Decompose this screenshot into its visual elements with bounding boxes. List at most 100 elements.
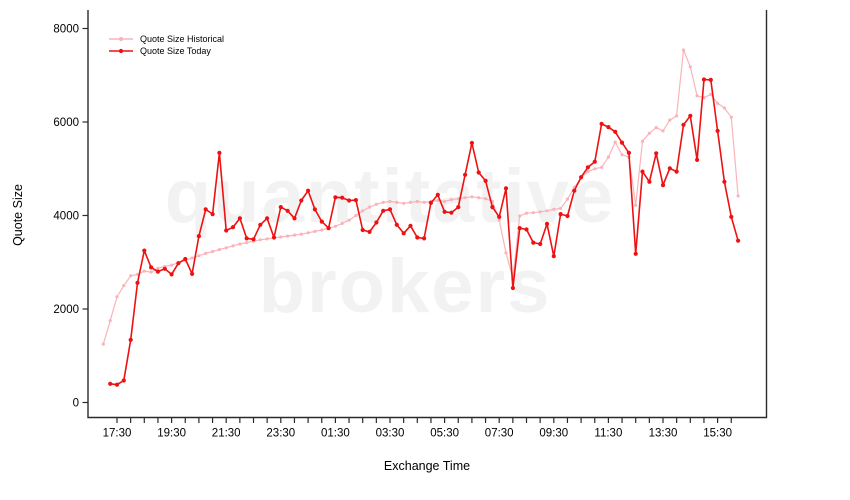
data-point (415, 199, 419, 204)
data-point (238, 242, 242, 246)
x-tick-label: 15:30 (703, 428, 732, 440)
data-point (435, 192, 440, 197)
data-point (654, 126, 658, 130)
axes: 0 2000 4000 6000 8000 17:30 19:30 21:30 23:30 01:… (53, 10, 768, 440)
x-tick-label: 11:30 (594, 428, 622, 440)
data-point (101, 342, 105, 346)
data-point (599, 121, 604, 126)
data-point (224, 228, 229, 233)
data-point (156, 266, 160, 270)
data-point (340, 221, 344, 225)
data-point (449, 198, 453, 202)
data-point (484, 197, 488, 201)
data-point (592, 159, 597, 164)
data-point (675, 114, 679, 118)
data-point (217, 248, 221, 252)
data-point (518, 214, 522, 218)
x-axis-title: Exchange Time (384, 459, 470, 473)
data-point (524, 211, 529, 215)
data-point (367, 229, 372, 234)
data-point (265, 216, 270, 221)
data-point (387, 207, 393, 212)
data-point (681, 122, 686, 127)
data-point (169, 272, 174, 277)
x-tick-label: 09:30 (539, 428, 568, 440)
data-point (211, 249, 215, 254)
data-point (278, 205, 283, 210)
data-point (654, 151, 659, 156)
data-point (299, 198, 304, 203)
data-point (408, 200, 413, 204)
data-point (347, 218, 351, 222)
data-point (667, 166, 672, 171)
data-point (538, 241, 543, 247)
data-point (204, 251, 208, 255)
data-point (230, 225, 236, 230)
x-tick-label: 23:30 (266, 428, 295, 440)
data-point (135, 280, 140, 285)
data-point (422, 200, 426, 204)
data-point (299, 232, 303, 236)
data-point (251, 237, 256, 242)
data-point (456, 205, 461, 210)
data-point (333, 224, 337, 228)
data-point (374, 202, 378, 206)
data-point (388, 199, 392, 204)
data-point (565, 213, 570, 219)
data-point (551, 254, 556, 259)
data-point (681, 48, 686, 52)
data-point (640, 139, 645, 143)
data-point (381, 208, 386, 213)
data-point (265, 237, 269, 241)
data-point (142, 248, 147, 253)
data-point (121, 378, 126, 383)
data-point (558, 212, 563, 217)
watermark-line1: quantitative (165, 154, 616, 239)
data-point (736, 194, 740, 198)
data-point (661, 129, 665, 133)
data-point (545, 209, 549, 213)
x-tick-label: 05:30 (430, 428, 459, 440)
data-point (306, 231, 310, 235)
x-tick-label: 21:30 (212, 428, 241, 440)
data-point (600, 165, 604, 169)
data-point (586, 170, 590, 174)
data-point (326, 226, 331, 231)
data-point (286, 234, 290, 238)
data-point (142, 269, 146, 273)
data-point (361, 209, 365, 213)
x-tick-label: 03:30 (376, 428, 405, 440)
data-point (108, 381, 113, 386)
data-point (374, 220, 379, 225)
data-point (552, 207, 556, 211)
data-point (347, 198, 352, 203)
series-today-line (108, 77, 741, 387)
x-tick-label: 19:30 (157, 428, 186, 440)
x-tick-label: 13:30 (649, 428, 678, 440)
data-point (360, 227, 365, 233)
data-point (197, 254, 201, 258)
y-axis-title: Quote Size (11, 184, 25, 246)
data-point (155, 269, 160, 274)
data-point (613, 140, 617, 144)
data-point (279, 235, 283, 239)
data-point (415, 235, 420, 240)
data-point (306, 188, 311, 193)
data-point (183, 256, 188, 262)
data-point (237, 216, 242, 221)
data-point (647, 179, 652, 184)
data-point (469, 140, 474, 146)
data-point (695, 157, 700, 162)
data-point (443, 199, 447, 204)
y-tick-label: 4000 (53, 211, 79, 223)
x-tick-label: 07:30 (485, 428, 514, 440)
data-point (449, 210, 454, 215)
data-point (613, 129, 618, 134)
data-point (736, 238, 741, 243)
y-tick-label: 0 (73, 398, 79, 410)
data-point (367, 205, 372, 209)
legend-label-today: Quote Size Today (140, 46, 211, 56)
data-point (244, 236, 249, 241)
series-path (102, 49, 739, 345)
